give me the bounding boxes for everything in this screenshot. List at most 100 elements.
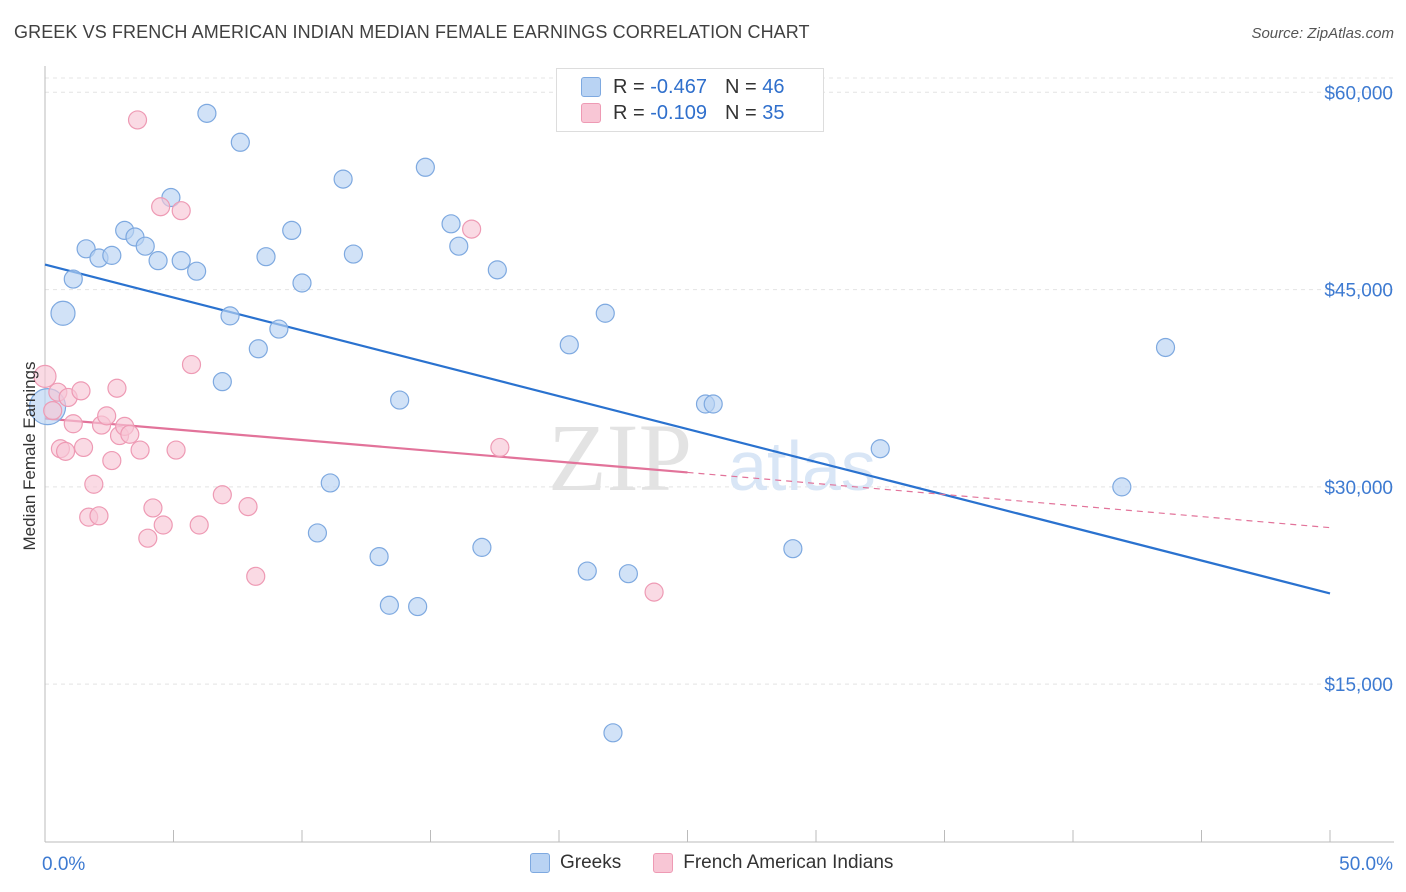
grid-lines: [45, 77, 1394, 685]
greek-point-24: [333, 169, 353, 189]
greek-point-32: [449, 236, 469, 256]
french-r-label: R =: [613, 101, 645, 124]
greek-point-11: [171, 251, 191, 271]
french-point-19: [130, 440, 150, 460]
french-point-24: [166, 440, 186, 460]
correlation-legend: R = -0.467 N = 46 R = -0.109 N = 35: [556, 68, 824, 132]
legend-greeks-swatch: [530, 853, 550, 873]
greek-point-20: [282, 220, 302, 241]
greek-point-13: [197, 103, 217, 123]
french-point-34: [43, 400, 63, 421]
french-n-value: 35: [762, 101, 785, 124]
greek-point-21: [292, 273, 312, 293]
greek-point-15: [220, 306, 240, 326]
greek-point-35: [559, 335, 579, 355]
greek-trend-line: [44, 263, 1331, 595]
french-point-31: [462, 219, 482, 239]
greek-point-33: [472, 537, 492, 557]
greeks-swatch: [581, 77, 601, 97]
greeks-r-value: -0.467: [650, 75, 707, 98]
y-axis-label: Median Female Earnings: [20, 362, 39, 551]
legend-item-greeks[interactable]: Greeks: [530, 852, 621, 874]
french-point-4: [55, 441, 76, 461]
greek-point-19: [269, 319, 289, 339]
french-point-9: [84, 474, 104, 494]
greek-point-5: [102, 245, 122, 265]
legend-row-greeks: R = -0.467 N = 46: [581, 74, 784, 100]
french-point-33: [644, 582, 664, 602]
y-tick-label-1: $45,000: [1324, 281, 1393, 302]
greek-point-36: [577, 561, 597, 581]
greeks-r-label: R =: [613, 75, 645, 98]
french-trend-line-extension: [687, 471, 1331, 529]
series-legend: Greeks French American Indians: [530, 852, 925, 874]
greek-point-31: [441, 214, 461, 234]
watermark: ZIP atlas: [548, 404, 876, 511]
greek-point-44: [1155, 337, 1176, 358]
french-n-label: N =: [724, 101, 757, 124]
legend-greeks-label: Greeks: [560, 852, 622, 873]
greek-point-2: [63, 269, 83, 289]
watermark-zip: ZIP: [548, 404, 692, 511]
greek-point-22: [307, 523, 328, 543]
french-point-0: [33, 364, 57, 388]
greek-point-39: [618, 564, 638, 584]
french-point-32: [490, 437, 510, 458]
greek-point-34: [487, 260, 507, 280]
greek-point-17: [248, 339, 268, 359]
greek-point-37: [595, 303, 615, 323]
legend-french-swatch: [653, 853, 674, 873]
greek-point-1: [50, 300, 76, 326]
x-tick-label-max: 50.0%: [1339, 854, 1393, 875]
french-point-22: [151, 197, 171, 217]
french-point-28: [212, 485, 232, 505]
greek-point-38: [603, 723, 623, 743]
french-point-18: [127, 110, 148, 130]
greek-point-29: [408, 596, 428, 617]
greek-point-28: [390, 390, 410, 410]
greek-point-27: [379, 595, 399, 615]
watermark-atlas: atlas: [728, 427, 876, 505]
french-swatch: [581, 103, 601, 123]
greek-point-26: [369, 546, 389, 567]
chart-source: Source: ZipAtlas.com: [1251, 25, 1394, 42]
greek-point-23: [320, 473, 340, 493]
greek-point-42: [783, 539, 803, 559]
greek-point-45: [1112, 477, 1132, 497]
french-point-30: [246, 566, 266, 586]
greeks-n-label: N =: [724, 75, 757, 98]
french-point-27: [189, 515, 209, 535]
french-point-20: [138, 528, 158, 548]
greek-point-9: [148, 251, 168, 271]
tick-labels: $60,000 $45,000 $30,000 $15,000 0.0% 50.0%: [42, 83, 1393, 875]
legend-french-label: French American Indians: [683, 852, 894, 873]
french-point-26: [181, 354, 202, 375]
greek-point-41: [703, 394, 723, 414]
french-trend-line: [44, 417, 688, 474]
french-point-17: [120, 424, 140, 444]
y-tick-label-0: $60,000: [1324, 83, 1393, 104]
legend-row-french: R = -0.109 N = 35: [581, 100, 784, 126]
greek-point-18: [256, 247, 276, 267]
axes: [44, 66, 1394, 843]
greek-point-8: [135, 236, 155, 256]
french-r-value: -0.109: [650, 101, 707, 124]
french-point-23: [153, 515, 173, 535]
chart-title: GREEK VS FRENCH AMERICAN INDIAN MEDIAN F…: [14, 22, 810, 42]
greek-point-30: [415, 157, 435, 177]
french-point-21: [143, 498, 163, 518]
trend-lines: [44, 263, 1331, 595]
greek-point-25: [343, 244, 363, 264]
data-points: [28, 103, 1176, 743]
french-point-10: [89, 506, 109, 526]
x-tick-label-min: 0.0%: [42, 854, 85, 875]
y-tick-label-2: $30,000: [1324, 478, 1393, 499]
legend-item-french[interactable]: French American Indians: [653, 852, 893, 874]
french-point-12: [97, 406, 117, 426]
greeks-n-value: 46: [762, 75, 785, 98]
french-point-13: [102, 450, 122, 471]
french-point-6: [71, 381, 91, 401]
french-point-25: [171, 201, 191, 221]
greek-point-12: [187, 261, 207, 281]
